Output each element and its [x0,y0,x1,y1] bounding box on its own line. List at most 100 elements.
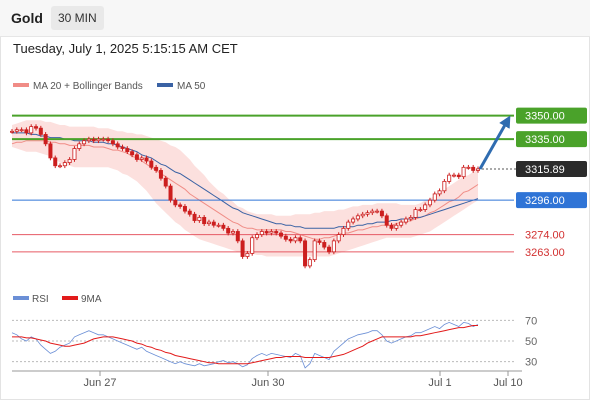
candle [240,240,245,257]
candle [206,221,211,225]
candle [62,162,67,167]
candle [447,174,452,182]
candle [158,170,163,179]
candle [130,151,135,156]
candle [322,242,327,248]
candle [101,138,106,141]
candle [293,237,298,242]
candle [106,138,111,142]
candle [370,210,375,214]
candle [255,234,260,239]
candle [230,231,235,234]
candle [269,231,274,234]
candle [346,221,351,229]
legend-label: RSI [32,294,49,305]
instrument-title: Gold [11,10,43,26]
candle [259,231,264,236]
candle [34,126,39,129]
legend-label: MA 50 [177,81,206,92]
candle [379,210,384,217]
rsi-tick-label: 70 [525,315,537,327]
legend-label: 9MA [81,294,102,305]
candle [461,166,466,178]
candle [303,240,308,267]
rsi-tick-label: 50 [525,336,537,348]
candle [14,129,19,132]
legend-swatch [62,296,78,300]
candle [29,126,34,134]
candle [418,209,423,211]
level-label: 3296.00 [525,195,565,207]
candle [235,231,240,242]
candle [274,231,279,234]
candle [178,204,183,207]
candle [413,209,418,218]
candle [48,143,53,159]
legend-swatch [13,296,29,300]
candle [110,140,115,145]
candle [331,240,336,253]
candle [82,140,87,145]
candle [216,224,221,227]
candle [341,227,346,236]
candle [384,215,389,226]
candle [442,180,447,192]
candle [451,174,456,177]
candle [365,212,370,215]
candle [250,237,255,254]
candle [423,204,428,210]
candle [355,215,360,220]
candle [389,224,394,229]
legend-swatch [157,83,173,87]
candle [327,246,332,253]
candle [360,213,365,217]
candle [317,240,322,243]
candle [202,216,207,225]
candle [19,129,24,132]
candle [312,240,317,261]
timeframe-badge[interactable]: 30 MIN [51,6,104,30]
candle [182,206,187,212]
candle [279,232,284,237]
candle [197,216,202,221]
candle [139,157,144,160]
candle [187,210,192,215]
rsi-line [11,321,479,369]
candle [149,160,154,168]
candle [192,213,197,221]
candle [144,157,149,162]
candle [307,259,312,267]
candle [245,252,250,257]
candle [351,218,356,223]
candle [466,166,471,169]
candle [134,154,139,160]
candle [475,168,480,171]
candle [336,234,341,242]
candle [120,146,125,149]
level-label: 3263.00 [525,247,565,259]
candle [125,148,130,153]
legend-label: MA 20 + Bollinger Bands [33,81,143,92]
header-bar: Gold 30 MIN [0,0,590,37]
candle [456,174,461,178]
x-tick-label: Jul 10 [493,377,522,389]
candle [173,199,178,206]
level-label: 3274.00 [525,230,565,242]
x-tick-label: Jul 1 [428,377,451,389]
candle [283,235,288,240]
candle [399,221,404,226]
candle [221,224,226,229]
candle [77,143,82,149]
candle [394,224,399,229]
rsi-tick-label: 30 [525,357,537,369]
level-label: 3315.89 [525,164,565,176]
candle [43,134,48,145]
candle [67,159,72,164]
level-label: 3350.00 [525,111,565,123]
rsi-ma-line [12,325,478,365]
level-badge [516,192,587,209]
candle [72,148,77,160]
candle [168,185,173,201]
candle [86,138,91,142]
